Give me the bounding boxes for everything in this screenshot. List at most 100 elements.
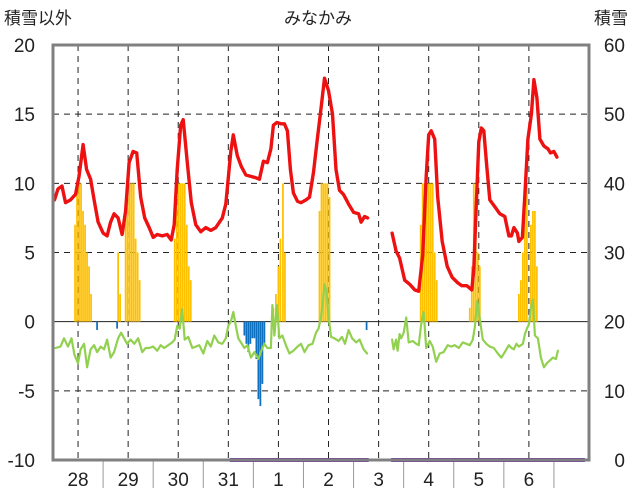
- orange-bar: [78, 183, 80, 322]
- orange-bar: [519, 280, 522, 322]
- orange-bar: [536, 266, 538, 322]
- orange-bar: [183, 183, 186, 322]
- x-tick-label: 2: [323, 470, 334, 491]
- orange-bar: [435, 280, 438, 322]
- right-y-tick-label: 10: [604, 382, 625, 403]
- orange-bar: [80, 183, 82, 322]
- orange-bar: [177, 183, 180, 322]
- orange-bar: [119, 294, 122, 322]
- orange-bar: [84, 224, 86, 322]
- red-line: [52, 76, 370, 242]
- left-y-tick-label: 15: [14, 105, 35, 126]
- orange-bar: [76, 183, 78, 322]
- x-tick-label: 5: [474, 470, 485, 491]
- green-line: [54, 283, 369, 369]
- orange-bar: [474, 211, 477, 322]
- x-tick-label: 6: [524, 470, 535, 491]
- x-tick-label: 28: [67, 470, 88, 491]
- blue-bar: [253, 321, 256, 339]
- x-ticks: 28 29 30 31 1 2 3 4 5 6: [67, 470, 534, 491]
- left-y-ticks: 20 15 10 5 0 -5 -10: [8, 36, 35, 472]
- blue-bar: [116, 321, 118, 329]
- orange-bar: [82, 211, 84, 322]
- blue-bar: [245, 321, 248, 344]
- blue-bar: [261, 321, 264, 384]
- orange-bar: [173, 238, 176, 322]
- blue-bar: [365, 321, 368, 330]
- left-y-tick-label: 0: [24, 313, 35, 334]
- orange-bar: [124, 211, 127, 322]
- orange-bar: [181, 183, 184, 322]
- right-y-tick-label: 30: [604, 244, 625, 265]
- orange-bar: [136, 252, 139, 322]
- orange-bar: [130, 183, 133, 322]
- orange-bar: [117, 252, 119, 322]
- orange-bar: [90, 294, 92, 322]
- orange-bar: [534, 211, 536, 322]
- orange-bar: [128, 183, 131, 322]
- x-tick-label: 30: [168, 470, 189, 491]
- orange-bar: [284, 252, 286, 322]
- orange-bar: [468, 307, 471, 322]
- right-y-tick-label: 50: [604, 105, 625, 126]
- x-tick-label: 1: [273, 470, 284, 491]
- plot-border: [51, 43, 591, 462]
- orange-bar: [175, 183, 178, 322]
- orange-bar: [86, 252, 88, 322]
- orange-bar: [431, 183, 434, 322]
- orange-bar: [478, 266, 481, 322]
- plot-frame: [51, 43, 591, 462]
- orange-bar: [328, 197, 331, 322]
- orange-bar: [132, 183, 135, 322]
- right-y-tick-label: 0: [614, 451, 625, 472]
- orange-bar: [279, 238, 282, 322]
- orange-bar: [185, 224, 188, 322]
- blue-bar: [255, 321, 258, 360]
- red-line: [390, 77, 559, 293]
- left-y-tick-label: -5: [18, 382, 35, 403]
- orange-bar: [429, 183, 432, 322]
- orange-bar: [532, 211, 534, 322]
- orange-bar: [427, 183, 430, 322]
- left-y-tick-label: 10: [14, 174, 35, 195]
- orange-bar: [517, 294, 520, 322]
- left-y-tick-label: -10: [8, 451, 35, 472]
- left-y-tick-label: 5: [24, 244, 35, 265]
- orange-bar: [88, 266, 90, 322]
- orange-bar: [320, 183, 323, 322]
- title: みなかみ: [284, 9, 352, 29]
- right-axis-title: 積雪: [594, 9, 628, 29]
- orange-bar: [522, 252, 524, 322]
- orange-bar: [433, 252, 436, 322]
- left-y-tick-label: 20: [14, 36, 35, 57]
- orange-bar: [74, 224, 76, 322]
- blue-bar: [263, 321, 266, 344]
- orange-bar: [470, 266, 473, 322]
- orange-bar: [277, 266, 280, 322]
- left-axis-title: 積雪以外: [4, 9, 72, 29]
- orange-bar: [138, 280, 141, 322]
- orange-bar: [524, 211, 526, 322]
- orange-bar: [322, 183, 325, 322]
- blue-bar: [247, 321, 250, 353]
- right-y-tick-label: 20: [604, 313, 625, 334]
- orange-bar: [126, 183, 129, 322]
- blue-bar: [259, 321, 262, 407]
- right-y-ticks: 60 50 40 30 20 10 0: [604, 36, 625, 472]
- right-y-tick-label: 40: [604, 174, 625, 195]
- orange-bar: [476, 252, 479, 322]
- orange-bar: [425, 183, 428, 322]
- orange-bar: [530, 224, 532, 322]
- blue-bar: [96, 321, 98, 330]
- blue-bar: [243, 321, 246, 336]
- green-line: [391, 298, 560, 369]
- orange-bar: [326, 183, 329, 322]
- x-tick-label: 3: [373, 470, 384, 491]
- orange-bar: [179, 183, 182, 322]
- blue-bar: [251, 321, 254, 339]
- orange-bar: [324, 183, 327, 322]
- blue-bar: [249, 321, 252, 344]
- orange-bar: [134, 238, 137, 322]
- orange-bar: [318, 211, 321, 322]
